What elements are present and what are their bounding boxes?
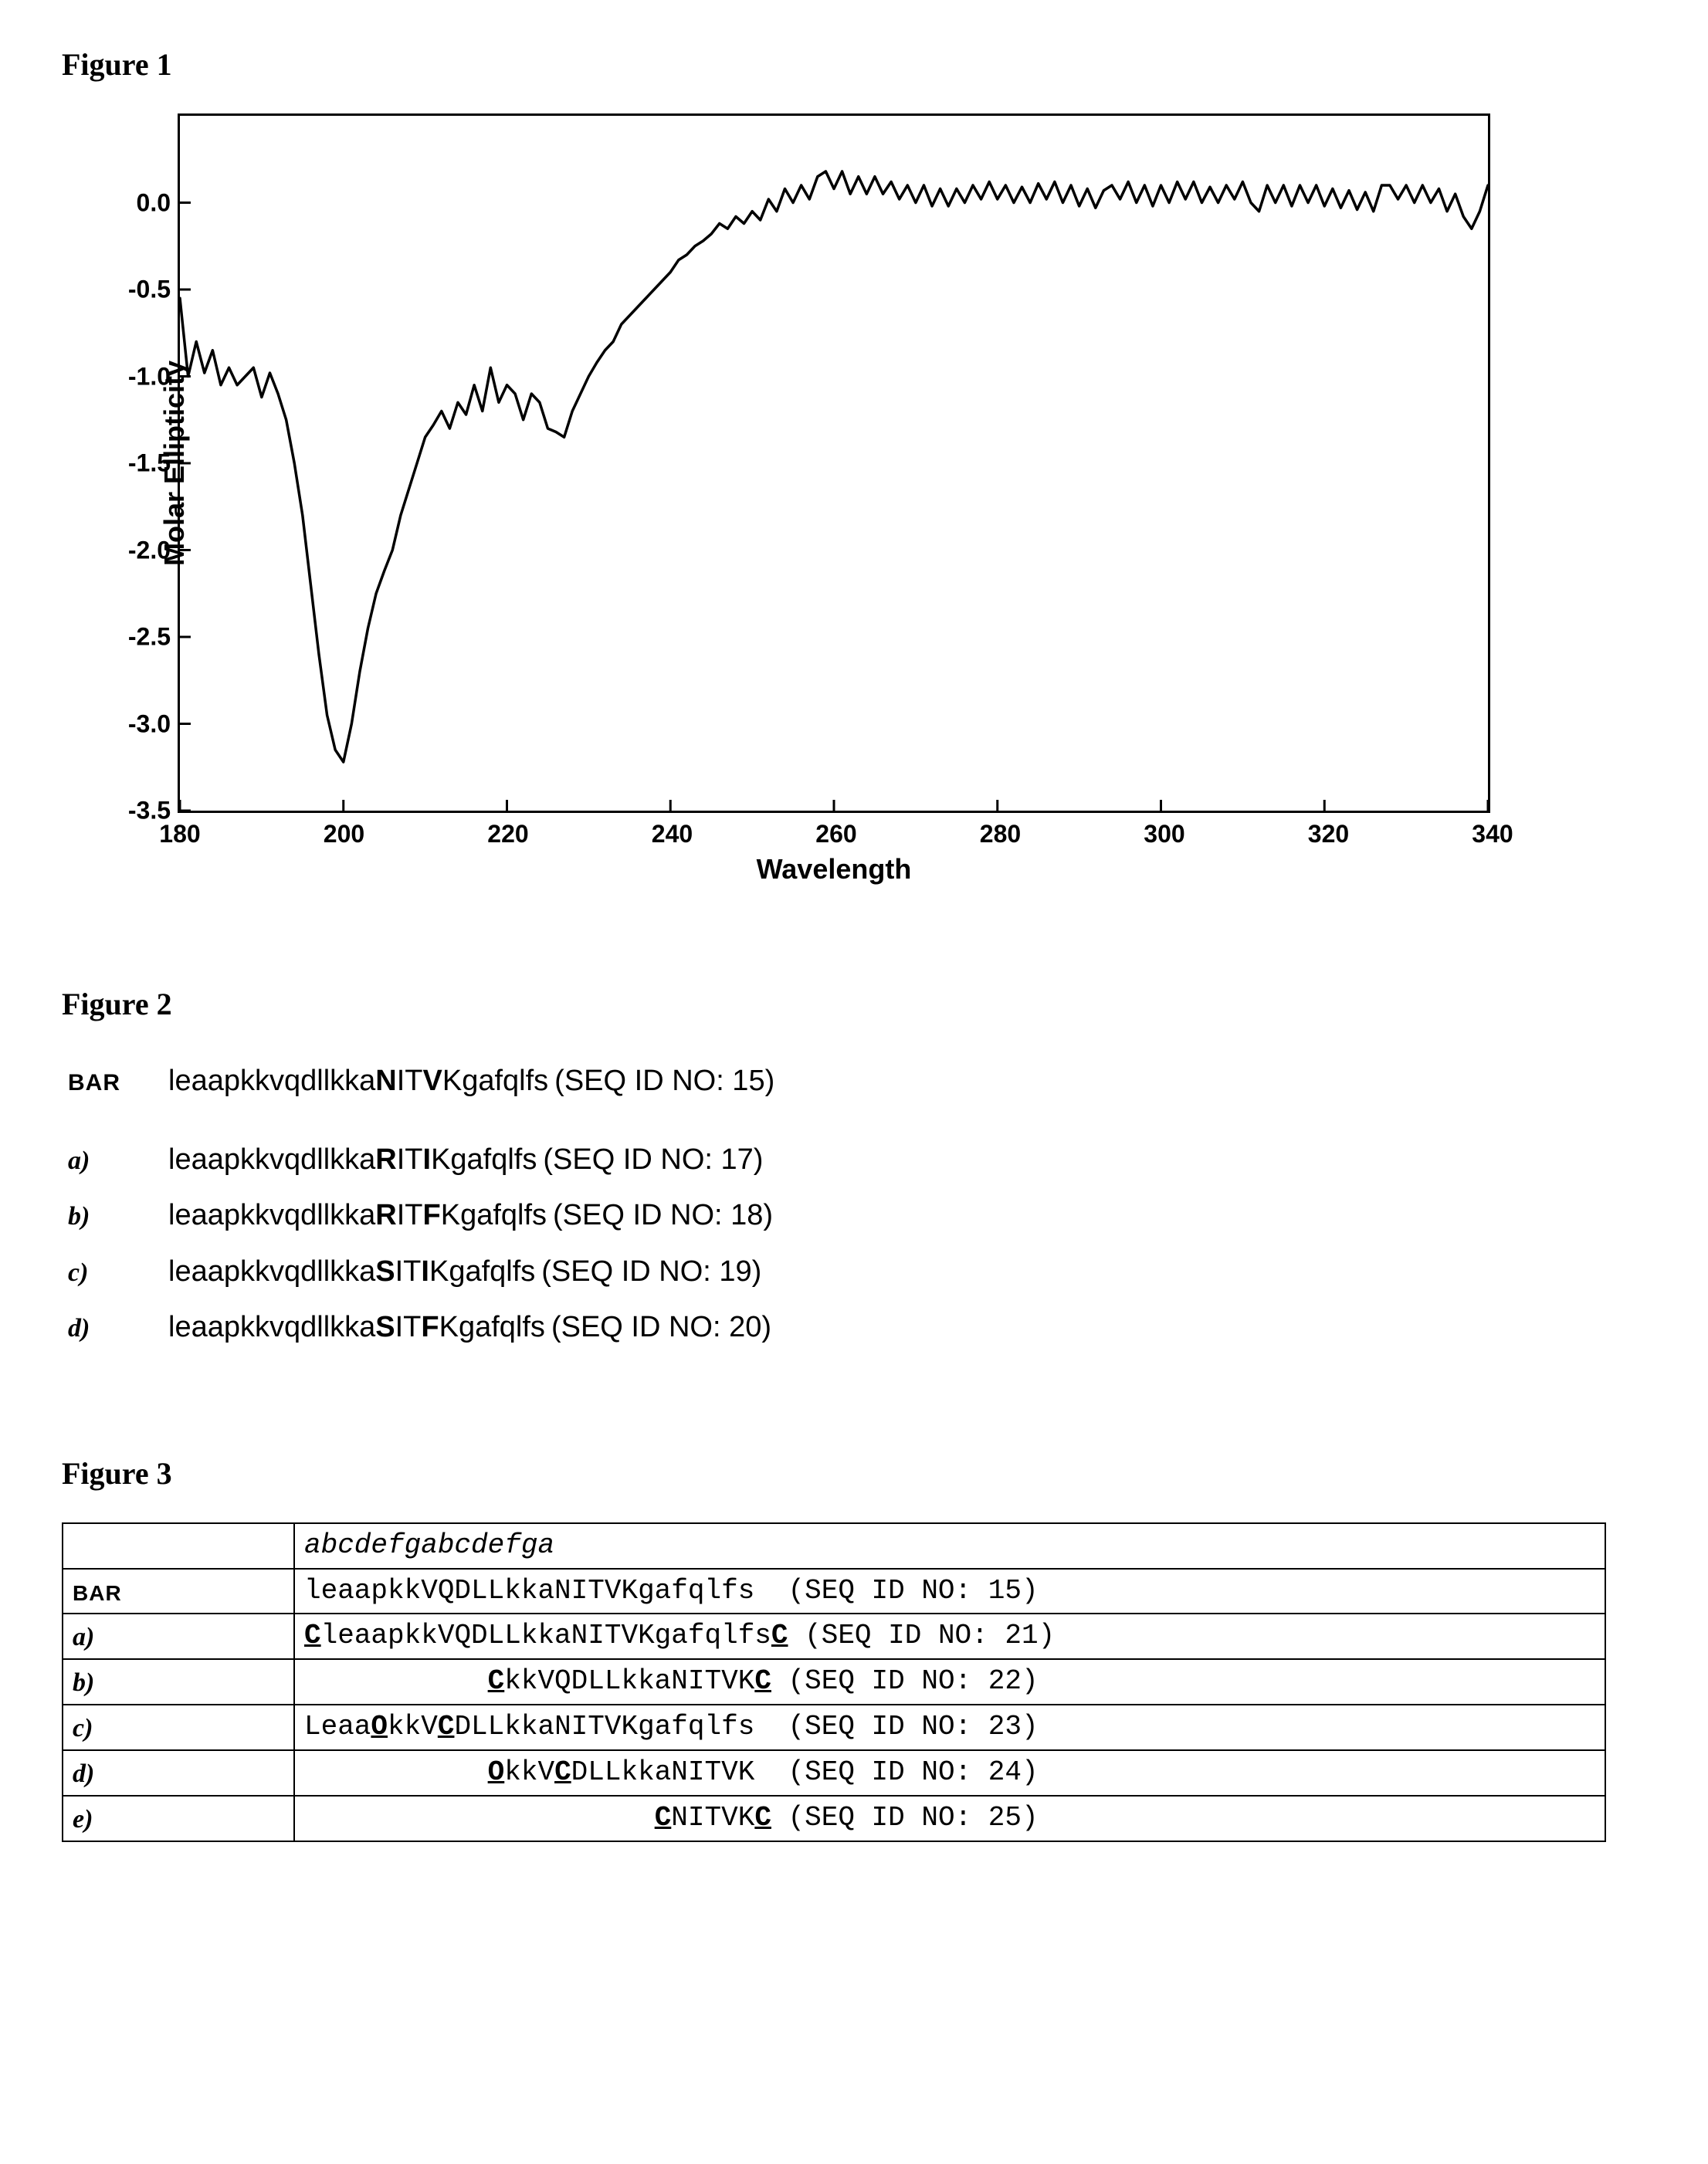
figure3-row-seq: OkkVCDLLkkaNITVK (SEQ ID NO: 24): [294, 1750, 1605, 1796]
sequence-text: leaapkkvqdllkkaRITFKgafqlfs: [168, 1187, 547, 1243]
figure1-xtick-label: 320: [1308, 820, 1349, 848]
figure1-ytick-label: -3.0: [128, 709, 171, 738]
figure3-row-seq: CleaapkkVQDLLkkaNITVKgafqlfsC (SEQ ID NO…: [294, 1614, 1605, 1659]
figure1-ytick-label: -2.0: [128, 536, 171, 564]
figure1-xtick-label: 280: [980, 820, 1021, 848]
figure2-row-seqid: (SEQ ID NO: 19): [541, 1244, 761, 1299]
sequence-text: leaapkkvqdllkkaSITFKgafqlfs: [168, 1299, 545, 1355]
figure1-xtick-label: 220: [487, 820, 528, 848]
figure1-xtick-label: 260: [815, 820, 856, 848]
figure3-row-tag: d): [63, 1750, 294, 1796]
figure1-ytick-label: -1.5: [128, 449, 171, 478]
figure3-row: c)LeaaOkkVCDLLkkaNITVKgafqlfs (SEQ ID NO…: [63, 1705, 1605, 1750]
figure3-row-seq: CNITVKC (SEQ ID NO: 25): [294, 1796, 1605, 1841]
figure3-row-tag: a): [63, 1614, 294, 1659]
figure1-block: Figure 1 Molar Ellipticity 0.0-0.5-1.0-1…: [62, 46, 1646, 886]
figure2-row-seqid: (SEQ ID NO: 18): [553, 1187, 773, 1243]
figure2-row-tag: d): [68, 1304, 168, 1354]
figure2-row-tag: c): [68, 1248, 168, 1299]
figure2-bar-row: BARleaapkkvqdllkkaNITVKgafqlfs (SEQ ID N…: [68, 1053, 1646, 1109]
figure2-row: b)leaapkkvqdllkkaRITFKgafqlfs(SEQ ID NO:…: [68, 1187, 1646, 1243]
figure1-title: Figure 1: [62, 46, 1646, 83]
figure1-xtick-label: 200: [324, 820, 364, 848]
figure3-row-tag: b): [63, 1659, 294, 1705]
figure1-ytick-label: -1.0: [128, 362, 171, 391]
figure3-row: a)CleaapkkVQDLLkkaNITVKgafqlfsC (SEQ ID …: [63, 1614, 1605, 1659]
sequence-text: leaapkkvqdllkkaNITVKgafqlfs: [168, 1053, 548, 1109]
figure3-row-seq: CkkVQDLLkkaNITVKC (SEQ ID NO: 22): [294, 1659, 1605, 1705]
figure1-xtick-label: 340: [1472, 820, 1513, 848]
figure2-bar-tag: BAR: [68, 1061, 168, 1105]
figure3-row: d) OkkVCDLLkkaNITVK (SEQ ID NO: 24): [63, 1750, 1605, 1796]
figure2-row-tag: a): [68, 1136, 168, 1187]
figure2-row: a)leaapkkvqdllkkaRITIKgafqlfs (SEQ ID NO…: [68, 1132, 1646, 1187]
figure3-row-tag: c): [63, 1705, 294, 1750]
figure3-header-row: abcdefgabcdefga: [63, 1523, 1605, 1569]
sequence-text: leaapkkvqdllkkaSITIKgafqlfs: [168, 1244, 535, 1299]
figure3-table: abcdefgabcdefgaBARleaapkkVQDLLkkaNITVKga…: [62, 1522, 1606, 1842]
figure3-row-seq: leaapkkVQDLLkkaNITVKgafqlfs (SEQ ID NO: …: [294, 1569, 1605, 1614]
sequence-text: leaapkkvqdllkkaRITIKgafqlfs: [168, 1132, 537, 1187]
figure1-xtick-label: 300: [1144, 820, 1184, 848]
figure3-title: Figure 3: [62, 1455, 1646, 1492]
figure2-bar-seqid: (SEQ ID NO: 15): [554, 1053, 774, 1109]
figure1-ytick-label: -0.5: [128, 276, 171, 304]
figure2-row-seqid: (SEQ ID NO: 20): [551, 1299, 771, 1355]
figure3-header-seq: abcdefgabcdefga: [294, 1523, 1605, 1569]
figure3-row: b) CkkVQDLLkkaNITVKC (SEQ ID NO: 22): [63, 1659, 1605, 1705]
figure1-xlabel: Wavelength: [178, 853, 1490, 886]
figure2-row: d)leaapkkvqdllkkaSITFKgafqlfs (SEQ ID NO…: [68, 1299, 1646, 1355]
figure1-ytick-label: -2.5: [128, 623, 171, 652]
figure3-row-tag: BAR: [63, 1569, 294, 1614]
figure3-header-empty: [63, 1523, 294, 1569]
figure3-block: Figure 3 abcdefgabcdefgaBARleaapkkVQDLLk…: [62, 1455, 1646, 1842]
figure2-row: c)leaapkkvqdllkkaSITIKgafqlfs (SEQ ID NO…: [68, 1244, 1646, 1299]
figure2-row-tag: b): [68, 1192, 168, 1242]
figure2-title: Figure 2: [62, 986, 1646, 1022]
figure1-xtick-label: 180: [159, 820, 200, 848]
figure3-row-seq: LeaaOkkVCDLLkkaNITVKgafqlfs (SEQ ID NO: …: [294, 1705, 1605, 1750]
figure3-row: e) CNITVKC (SEQ ID NO: 25): [63, 1796, 1605, 1841]
figure3-row: BARleaapkkVQDLLkkaNITVKgafqlfs (SEQ ID N…: [63, 1569, 1605, 1614]
figure3-row-tag: e): [63, 1796, 294, 1841]
figure2-row-seqid: (SEQ ID NO: 17): [543, 1132, 763, 1187]
figure1-ytick-label: 0.0: [137, 188, 171, 217]
figure1-chart: Molar Ellipticity 0.0-0.5-1.0-1.5-2.0-2.…: [178, 113, 1490, 813]
figure1-xtick-label: 240: [652, 820, 693, 848]
figure2-block: Figure 2 BARleaapkkvqdllkkaNITVKgafqlfs …: [62, 986, 1646, 1355]
